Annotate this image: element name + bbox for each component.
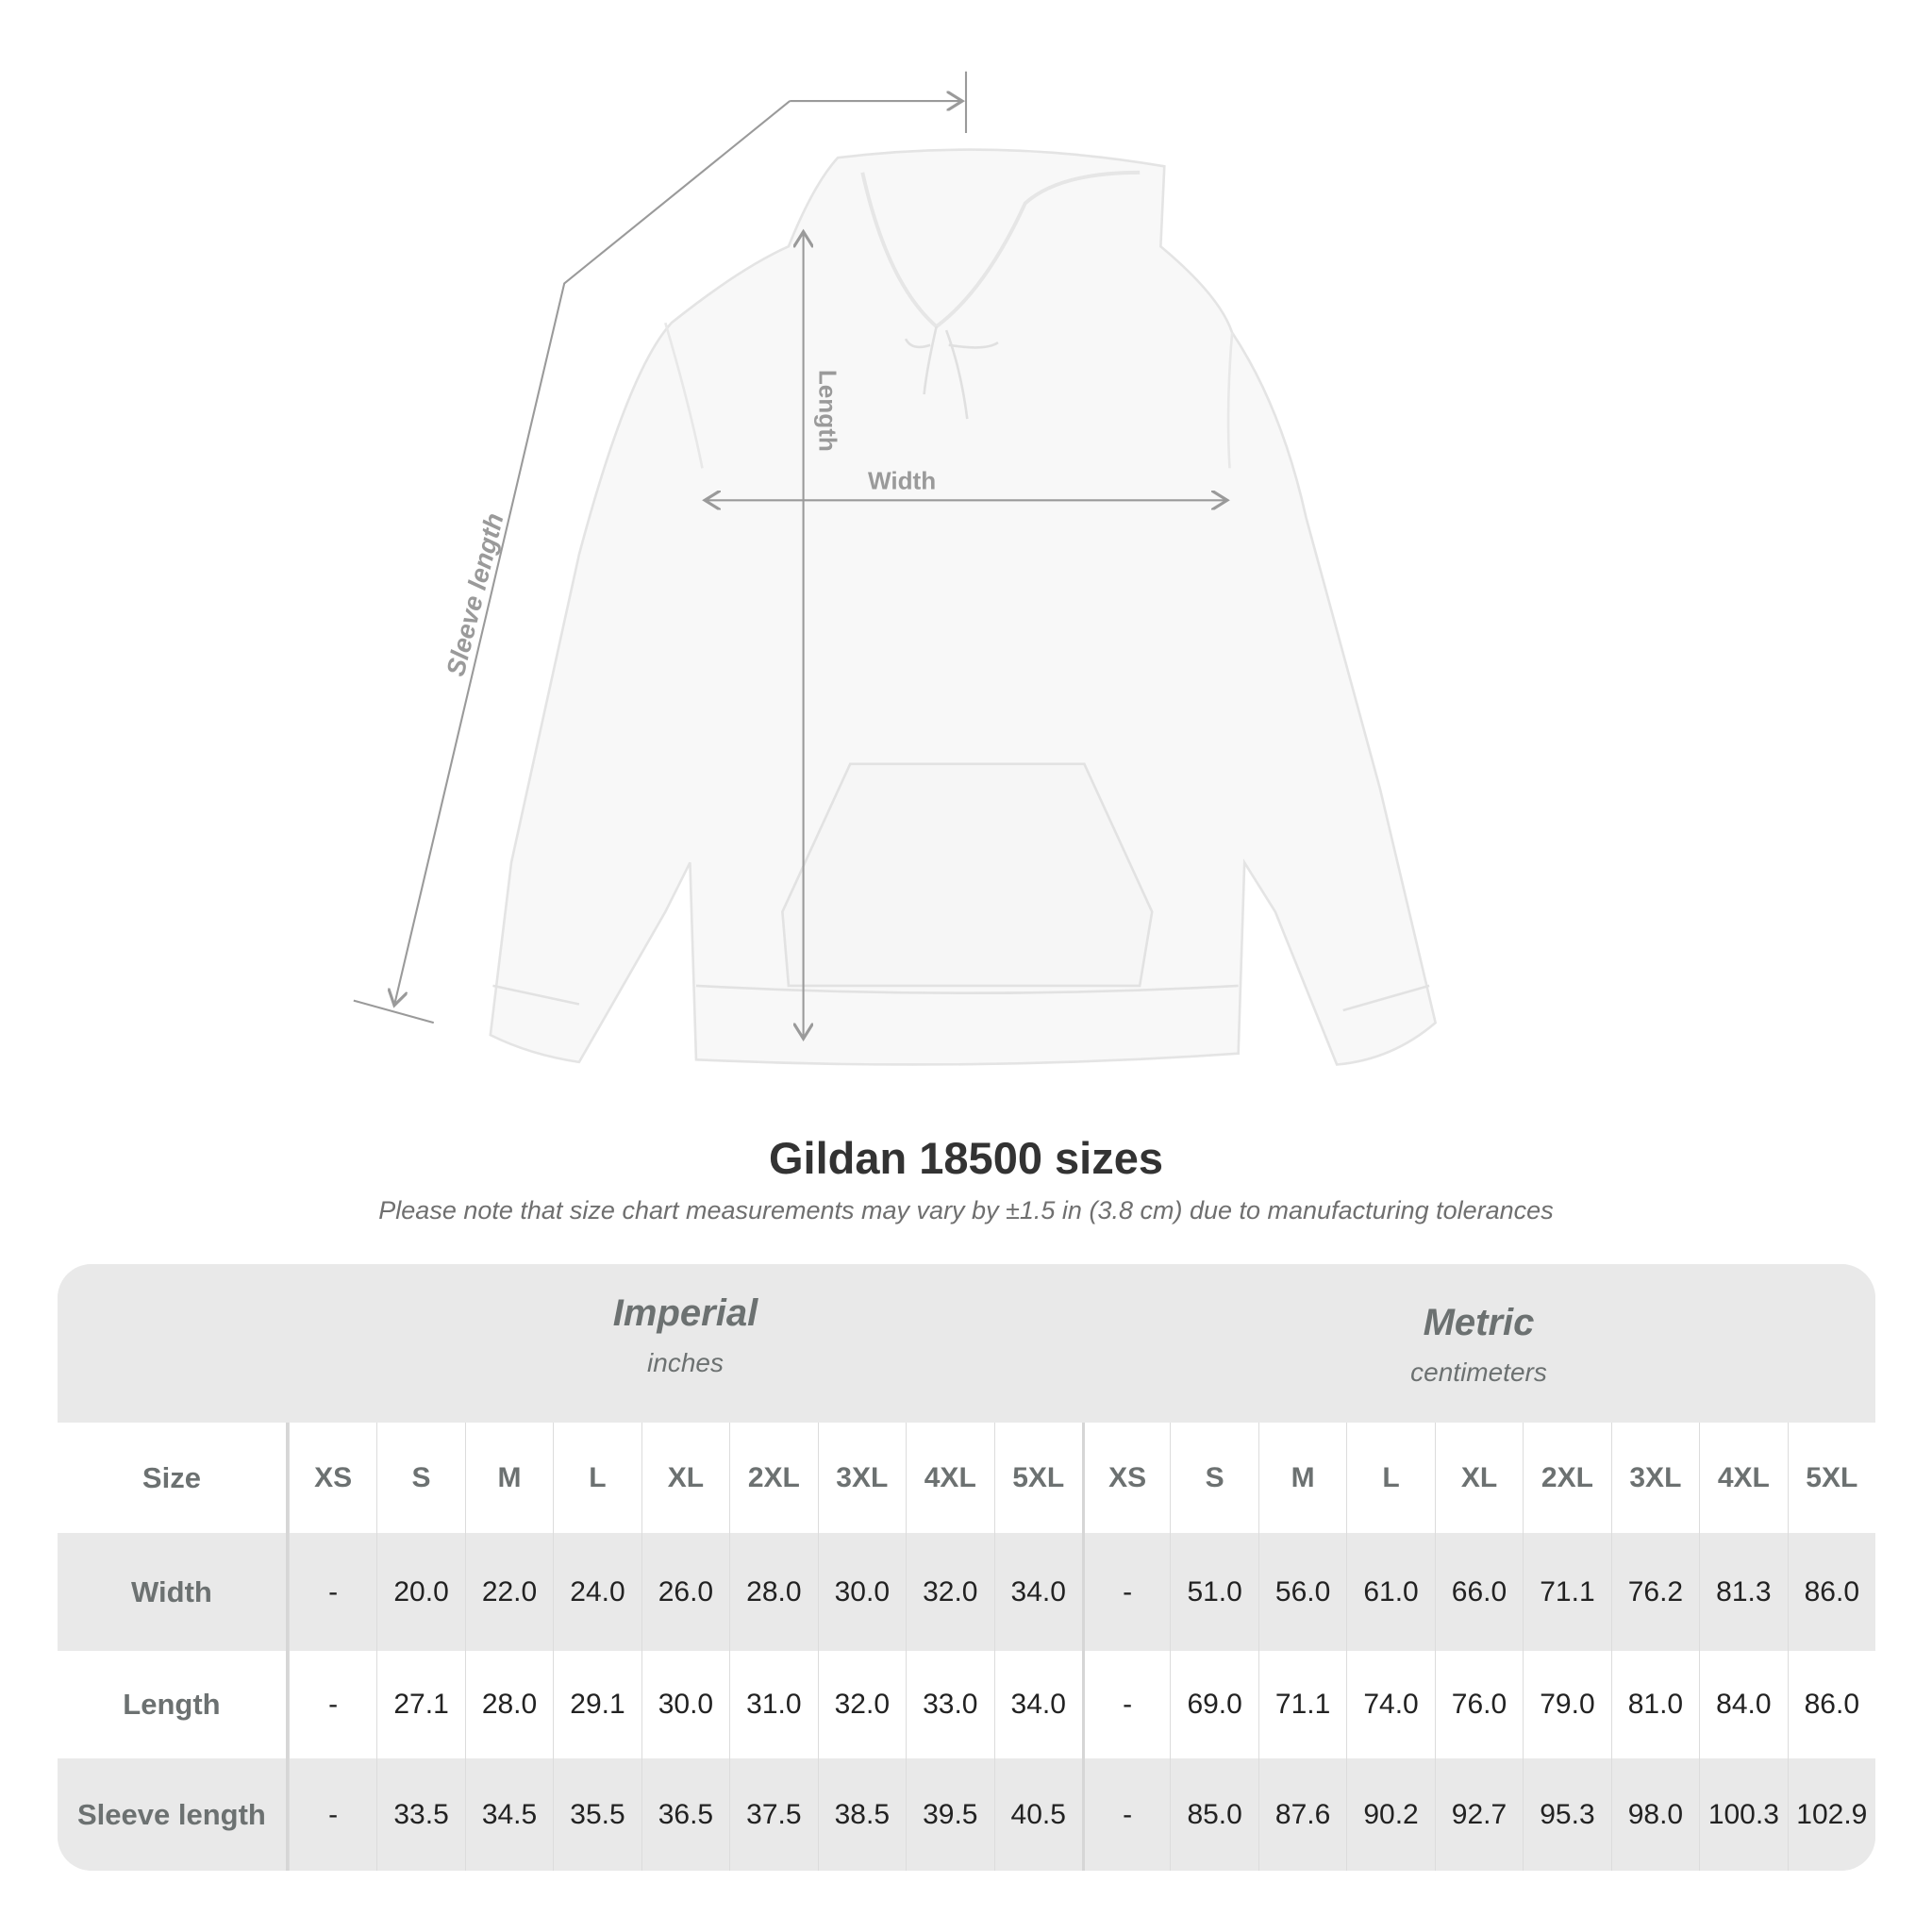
imperial-title: Imperial bbox=[612, 1292, 758, 1334]
sleeve-length-label: Sleeve length bbox=[441, 510, 509, 679]
metric-size-4xl: 4XL bbox=[1699, 1423, 1787, 1533]
metric-size-2xl: 2XL bbox=[1523, 1423, 1610, 1533]
metric-cell: 66.0 bbox=[1434, 1533, 1523, 1651]
metric-cell: - bbox=[1081, 1758, 1170, 1871]
metric-cell: - bbox=[1081, 1533, 1170, 1651]
row-label: Length bbox=[58, 1651, 289, 1758]
imperial-cell: 37.5 bbox=[729, 1758, 817, 1871]
metric-cell: 85.0 bbox=[1170, 1758, 1257, 1871]
metric-size-5xl: 5XL bbox=[1787, 1423, 1875, 1533]
imperial-cell: 28.0 bbox=[464, 1651, 553, 1758]
imperial-cell: 30.0 bbox=[641, 1651, 729, 1758]
imperial-size-l: L bbox=[553, 1423, 641, 1533]
imperial-size-3xl: 3XL bbox=[817, 1423, 906, 1533]
imperial-cell: 32.0 bbox=[906, 1533, 993, 1651]
page-title: Gildan 18500 sizes bbox=[768, 1133, 1164, 1183]
metric-cell: 71.1 bbox=[1523, 1533, 1610, 1651]
table-row-width: Width -20.0 22.0 24.0 26.0 28.0 30.0 32.0 34.0-5… bbox=[58, 1533, 1875, 1651]
metric-cell: 95.3 bbox=[1523, 1758, 1610, 1871]
length-label: Length bbox=[814, 370, 842, 452]
imperial-cell: 26.0 bbox=[641, 1533, 729, 1651]
imperial-unit: inches bbox=[647, 1348, 724, 1377]
metric-cell: 51.0 bbox=[1170, 1533, 1257, 1651]
imperial-cell: 24.0 bbox=[553, 1533, 641, 1651]
metric-cell: 81.0 bbox=[1610, 1651, 1699, 1758]
metric-cell: 74.0 bbox=[1346, 1651, 1434, 1758]
imperial-cell: 32.0 bbox=[817, 1651, 906, 1758]
metric-title: Metric bbox=[1423, 1302, 1535, 1343]
metric-cell: - bbox=[1081, 1651, 1170, 1758]
metric-cell: 56.0 bbox=[1257, 1533, 1346, 1651]
row-label: Sleeve length bbox=[58, 1758, 289, 1871]
table-row-length: Length -27.1 28.0 29.1 30.0 31.0 32.0 33.0 34.0-… bbox=[58, 1651, 1875, 1758]
metric-cell: 76.2 bbox=[1610, 1533, 1699, 1651]
metric-header: Metric centimeters bbox=[1082, 1302, 1875, 1388]
metric-cell: 98.0 bbox=[1610, 1758, 1699, 1871]
row-label: Width bbox=[58, 1533, 289, 1651]
metric-cell: 86.0 bbox=[1787, 1533, 1875, 1651]
metric-size-s: S bbox=[1170, 1423, 1257, 1533]
imperial-cell: - bbox=[288, 1651, 376, 1758]
metric-cell: 69.0 bbox=[1170, 1651, 1257, 1758]
metric-size-3xl: 3XL bbox=[1610, 1423, 1699, 1533]
imperial-size-s: S bbox=[376, 1423, 464, 1533]
metric-cell: 61.0 bbox=[1346, 1533, 1434, 1651]
metric-cell: 84.0 bbox=[1699, 1651, 1787, 1758]
imperial-size-2xl: 2XL bbox=[729, 1423, 817, 1533]
imperial-cell: 22.0 bbox=[464, 1533, 553, 1651]
metric-cell: 76.0 bbox=[1434, 1651, 1523, 1758]
imperial-size-m: M bbox=[464, 1423, 553, 1533]
metric-cell: 71.1 bbox=[1257, 1651, 1346, 1758]
sleeve-length-measure bbox=[353, 71, 968, 1024]
hoodie-illustration bbox=[489, 148, 1438, 1066]
imperial-cell: 30.0 bbox=[817, 1533, 906, 1651]
imperial-cell: 38.5 bbox=[817, 1758, 906, 1871]
metric-unit: centimeters bbox=[1410, 1357, 1547, 1387]
metric-cell: 92.7 bbox=[1434, 1758, 1523, 1871]
imperial-size-xl: XL bbox=[641, 1423, 729, 1533]
metric-size-m: M bbox=[1257, 1423, 1346, 1533]
metric-cell: 81.3 bbox=[1699, 1533, 1787, 1651]
metric-cell: 86.0 bbox=[1787, 1651, 1875, 1758]
size-header-row: Size XS S M L XL 2XL 3XL 4XL 5XL XS S M L XL 2XL 3XL 4XL 5… bbox=[58, 1423, 1875, 1533]
size-table: Imperial inches Metric centimeters Size X… bbox=[58, 1264, 1875, 1871]
imperial-cell: 28.0 bbox=[729, 1533, 817, 1651]
metric-cell: 90.2 bbox=[1346, 1758, 1434, 1871]
imperial-cell: 36.5 bbox=[641, 1758, 729, 1871]
unit-header-band bbox=[58, 1264, 1875, 1423]
tolerance-note: Please note that size chart measurements… bbox=[378, 1196, 1554, 1224]
metric-cell: 102.9 bbox=[1787, 1758, 1875, 1871]
imperial-cell: 31.0 bbox=[729, 1651, 817, 1758]
imperial-cell: 34.5 bbox=[464, 1758, 553, 1871]
imperial-cell: 20.0 bbox=[376, 1533, 464, 1651]
imperial-size-5xl: 5XL bbox=[993, 1423, 1082, 1533]
imperial-cell: - bbox=[288, 1533, 376, 1651]
metric-cell: 79.0 bbox=[1523, 1651, 1610, 1758]
size-header-label: Size bbox=[58, 1423, 289, 1533]
imperial-cell: 27.1 bbox=[376, 1651, 464, 1758]
metric-size-l: L bbox=[1346, 1423, 1434, 1533]
metric-size-xl: XL bbox=[1434, 1423, 1523, 1533]
metric-cell: 100.3 bbox=[1699, 1758, 1787, 1871]
imperial-cell: - bbox=[288, 1758, 376, 1871]
imperial-cell: 40.5 bbox=[993, 1758, 1082, 1871]
table-row-sleeve-length: Sleeve length -33.5 34.5 35.5 36.5 37.5 38.5 39… bbox=[58, 1758, 1875, 1871]
imperial-cell: 33.5 bbox=[376, 1758, 464, 1871]
metric-cell: 87.6 bbox=[1257, 1758, 1346, 1871]
imperial-cell: 29.1 bbox=[553, 1651, 641, 1758]
imperial-cell: 34.0 bbox=[993, 1651, 1082, 1758]
imperial-cell: 35.5 bbox=[553, 1758, 641, 1871]
imperial-cell: 39.5 bbox=[906, 1758, 993, 1871]
metric-size-xs: XS bbox=[1081, 1423, 1170, 1533]
imperial-cell: 34.0 bbox=[993, 1533, 1082, 1651]
imperial-header: Imperial inches bbox=[289, 1292, 1082, 1378]
imperial-cell: 33.0 bbox=[906, 1651, 993, 1758]
imperial-size-xs: XS bbox=[288, 1423, 376, 1533]
imperial-size-4xl: 4XL bbox=[906, 1423, 993, 1533]
width-label: Width bbox=[868, 467, 936, 495]
